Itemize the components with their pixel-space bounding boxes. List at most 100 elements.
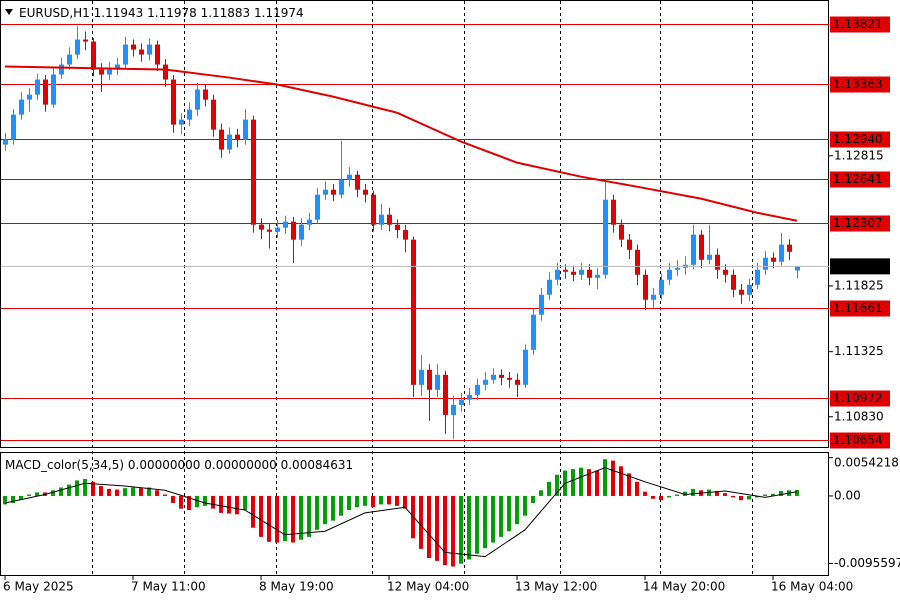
histogram-bar (315, 495, 319, 530)
histogram-bar (171, 495, 175, 503)
level-tag (830, 390, 890, 407)
histogram-bar (643, 491, 647, 496)
candle-body (139, 49, 144, 55)
last-price-label: 1.11974 (833, 259, 883, 273)
histogram-bar (291, 495, 295, 543)
level-tag (830, 16, 890, 33)
candle-body (619, 224, 624, 240)
histogram-bar (131, 487, 135, 496)
histogram-bar (635, 481, 639, 496)
histogram-bar (331, 495, 335, 521)
candle-body (243, 119, 248, 140)
candle-body (339, 179, 344, 195)
close-readout: 1.11974 (254, 6, 304, 20)
candle-body (571, 271, 576, 275)
last-price-tag (830, 258, 890, 275)
histogram-bar (91, 481, 95, 496)
candle-body (267, 229, 272, 232)
candle-body (443, 374, 448, 415)
histogram-bar (75, 480, 79, 496)
level-tag (830, 76, 890, 93)
histogram-bar (459, 495, 463, 564)
histogram-bar (731, 495, 735, 498)
candle-body (395, 224, 400, 231)
x-tick-label: 6 May 2025 (3, 580, 74, 594)
histogram-bar (571, 469, 575, 496)
histogram-bar (83, 479, 87, 496)
candle-body (779, 244, 784, 262)
candle-body (675, 267, 680, 270)
histogram-bar (667, 495, 671, 498)
candle-body (67, 54, 72, 65)
candle-body (691, 234, 696, 265)
histogram-bar (523, 495, 527, 516)
candle-body (83, 39, 88, 42)
candle-body (43, 79, 48, 105)
level-label: 1.10972 (833, 391, 883, 405)
candle-body (643, 274, 648, 300)
histogram-bar (179, 495, 183, 509)
candle-body (219, 129, 224, 150)
y-tick-label: 1.10830 (834, 409, 884, 423)
candle-body (451, 404, 456, 415)
candle-body (211, 99, 216, 130)
histogram-bar (387, 495, 391, 505)
candle-body (467, 394, 472, 400)
candle-body (203, 89, 208, 100)
histogram-bar (107, 488, 111, 496)
candle-body (251, 119, 256, 225)
histogram-bar (251, 495, 255, 528)
histogram-bar (435, 495, 439, 561)
candle-body (315, 194, 320, 220)
level-label: 1.12940 (833, 132, 883, 146)
candle-body (195, 89, 200, 110)
candle-body (187, 109, 192, 120)
candle-body (291, 221, 296, 240)
histogram-bar (483, 495, 487, 549)
candle-body (547, 279, 552, 295)
candle-body (35, 79, 40, 95)
histogram-bar (259, 495, 263, 537)
candle-body (3, 139, 8, 145)
candle-body (699, 234, 704, 260)
histogram-bar (595, 470, 599, 496)
candle-body (179, 119, 184, 125)
histogram-bar (371, 495, 375, 508)
histogram-bar (771, 493, 775, 496)
candle-body (523, 349, 528, 385)
level-label: 1.13821 (833, 17, 883, 31)
histogram-bar (219, 495, 223, 513)
level-tag (830, 131, 890, 148)
candle-body (419, 369, 424, 385)
candle-body (331, 189, 336, 195)
candle-body (587, 269, 592, 278)
candle-body (459, 399, 464, 405)
histogram-bar (307, 495, 311, 537)
candle-body (763, 257, 768, 270)
candle-body (435, 374, 440, 390)
histogram-bar (99, 486, 103, 496)
menu-triangle[interactable] (5, 9, 13, 15)
candle-body (227, 134, 232, 150)
x-tick-label: 14 May 20:00 (643, 580, 725, 594)
histogram-bar (475, 495, 479, 554)
histogram-bar (763, 494, 767, 496)
histogram-bar (339, 495, 343, 516)
candle-body (19, 99, 24, 115)
histogram-bar (451, 495, 455, 567)
y-tick-label: 1.12815 (834, 148, 884, 162)
candle-body (507, 377, 512, 380)
histogram-bar (747, 495, 751, 500)
candle-body (747, 284, 752, 295)
histogram-bar (51, 490, 55, 496)
histogram-bar (27, 494, 31, 496)
histogram-bar (419, 495, 423, 549)
histogram-bar (691, 488, 695, 496)
histogram-bar (547, 481, 551, 496)
x-tick-label: 12 May 04:00 (387, 580, 469, 594)
histogram-bar (403, 495, 407, 509)
histogram-bar (611, 460, 615, 496)
candle-body (475, 384, 480, 395)
histogram-bar (755, 495, 759, 498)
